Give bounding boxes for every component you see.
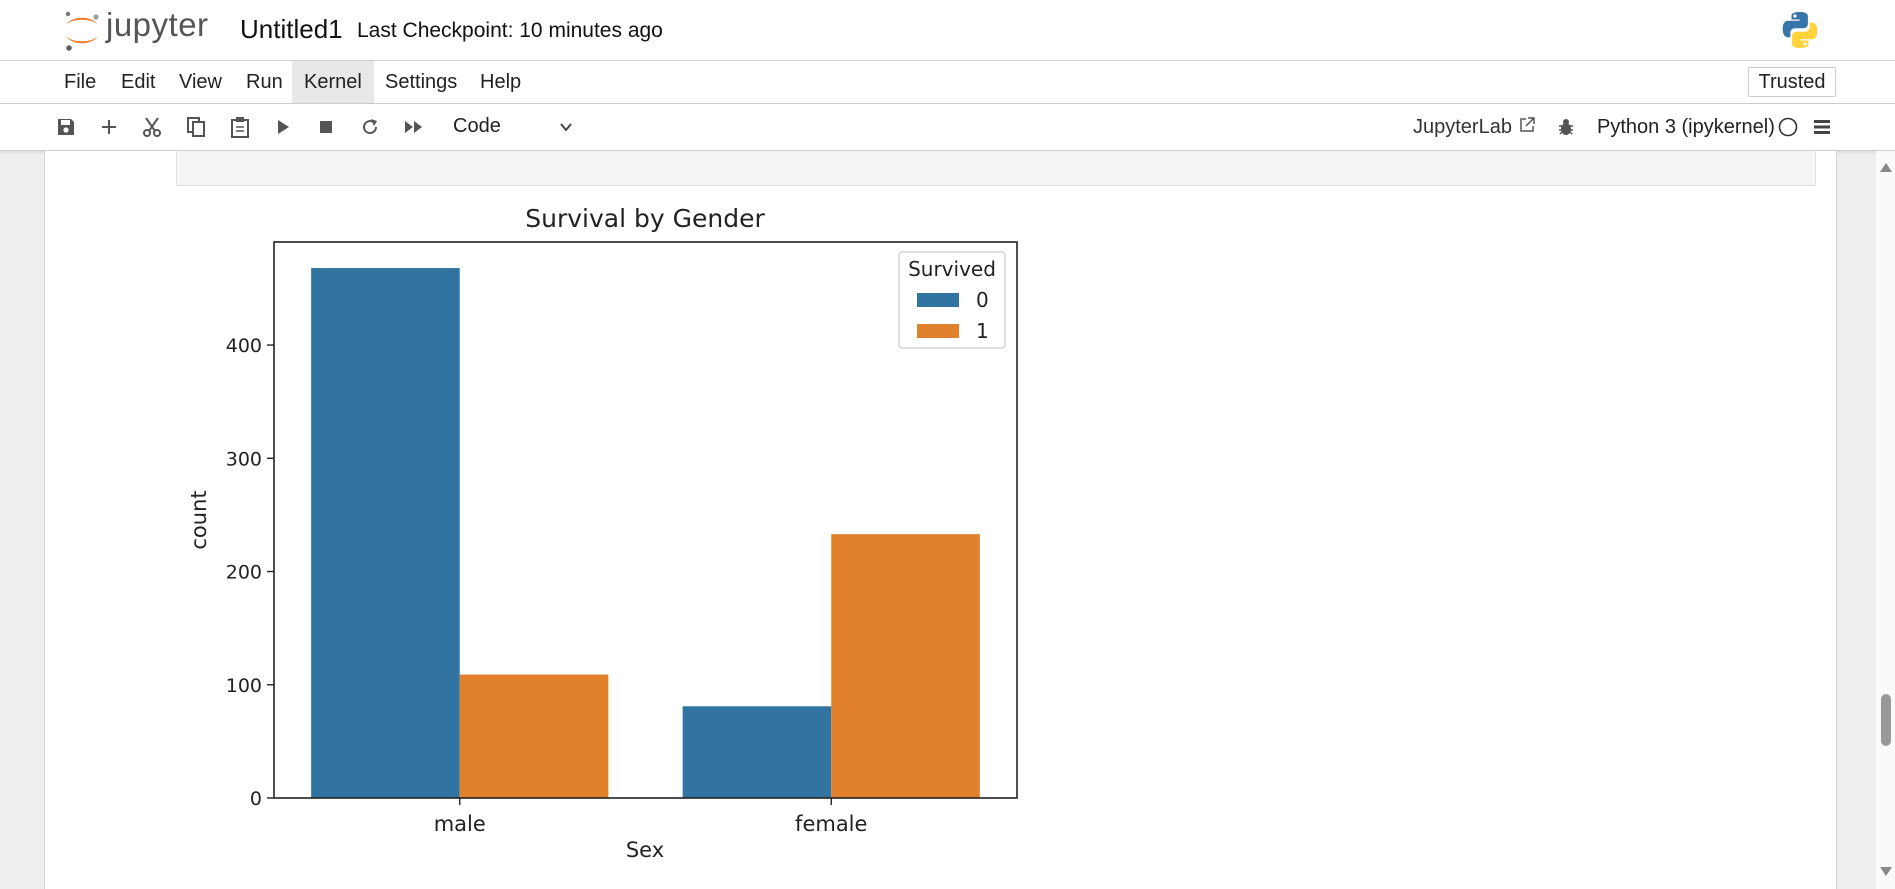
y-tick-label: 200	[226, 562, 262, 584]
x-tick-label-male: male	[434, 812, 486, 836]
add-cell-icon[interactable]	[95, 113, 123, 141]
run-icon[interactable]	[269, 113, 297, 141]
stop-icon[interactable]	[312, 113, 340, 141]
debugger-bug-icon[interactable]	[1552, 113, 1580, 141]
save-icon[interactable]	[52, 113, 80, 141]
y-axis-label: count	[187, 490, 211, 549]
menu-run[interactable]: Run	[246, 71, 283, 93]
top-bar: jupyter Untitled1 Last Checkpoint: 10 mi…	[0, 0, 1895, 61]
chevron-down-icon	[560, 123, 572, 132]
cell-type-value: Code	[453, 115, 501, 137]
bar-female-survived-0	[682, 706, 832, 798]
legend-label-0: 0	[976, 288, 989, 312]
menu-help[interactable]: Help	[480, 71, 522, 93]
y-tick-label: 0	[250, 788, 262, 810]
x-axis-ticks: male female	[434, 798, 867, 836]
plot-frame	[273, 241, 1018, 799]
trusted-indicator[interactable]: Trusted	[1748, 67, 1836, 97]
cell-type-dropdown[interactable]: Code	[445, 112, 579, 142]
paste-icon[interactable]	[226, 113, 254, 141]
x-axis-label: Sex	[626, 838, 664, 862]
checkpoint-status: Last Checkpoint: 10 minutes ago	[357, 19, 663, 42]
notebook-toolbar: Code JupyterLab Python 3 (ipykernel)	[0, 104, 1895, 151]
legend-swatch-0	[917, 293, 959, 307]
menu-view[interactable]: View	[179, 71, 222, 93]
menu-edit[interactable]: Edit	[121, 71, 156, 93]
scroll-down-icon[interactable]	[1880, 867, 1892, 876]
legend-label-1: 1	[976, 319, 989, 343]
run-all-icon[interactable]	[400, 113, 428, 141]
bar-chart-output: Survival by Gender 0 100 200 300 400 male fem…	[187, 204, 1018, 862]
cut-icon[interactable]	[138, 113, 166, 141]
jupyterlab-link[interactable]: JupyterLab	[1413, 116, 1536, 139]
menu-file[interactable]: File	[64, 71, 97, 93]
notebook-title[interactable]: Untitled1	[240, 14, 343, 44]
menu-settings[interactable]: Settings	[385, 71, 458, 93]
python-logo-icon	[1782, 12, 1818, 48]
bar-male-survived-1	[459, 674, 609, 798]
jupyter-brand: jupyter	[106, 6, 209, 43]
kernel-name[interactable]: Python 3 (ipykernel)	[1597, 116, 1775, 138]
external-link-icon	[1519, 117, 1535, 132]
jupyter-logo-icon[interactable]	[60, 8, 104, 52]
scroll-up-icon[interactable]	[1880, 163, 1892, 172]
jupyterlab-link-label: JupyterLab	[1413, 116, 1512, 138]
legend: Survived 0 1	[898, 251, 1006, 349]
y-tick-label: 400	[226, 335, 262, 357]
scrollbar-thumb[interactable]	[1881, 694, 1891, 746]
menu-icon[interactable]	[1808, 113, 1836, 141]
restart-icon[interactable]	[356, 113, 384, 141]
chart-title: Survival by Gender	[525, 204, 765, 233]
legend-title: Survived	[908, 257, 996, 281]
y-tick-label: 300	[226, 448, 262, 470]
code-cell-input[interactable]	[176, 151, 1816, 186]
x-tick-label-female: female	[795, 812, 867, 836]
notebook-scrollbar[interactable]	[1876, 151, 1895, 889]
menu-bar: File Edit View Run Kernel Settings Help …	[0, 61, 1895, 104]
y-axis-ticks: 0 100 200 300 400	[226, 335, 274, 810]
bars-group	[311, 268, 980, 798]
kernel-status-idle-icon	[1774, 113, 1802, 141]
y-tick-label: 100	[226, 675, 262, 697]
bar-female-survived-1	[831, 534, 980, 798]
bar-male-survived-0	[311, 268, 460, 798]
menu-kernel[interactable]: Kernel	[292, 61, 374, 103]
copy-icon[interactable]	[182, 113, 210, 141]
legend-swatch-1	[917, 324, 959, 338]
